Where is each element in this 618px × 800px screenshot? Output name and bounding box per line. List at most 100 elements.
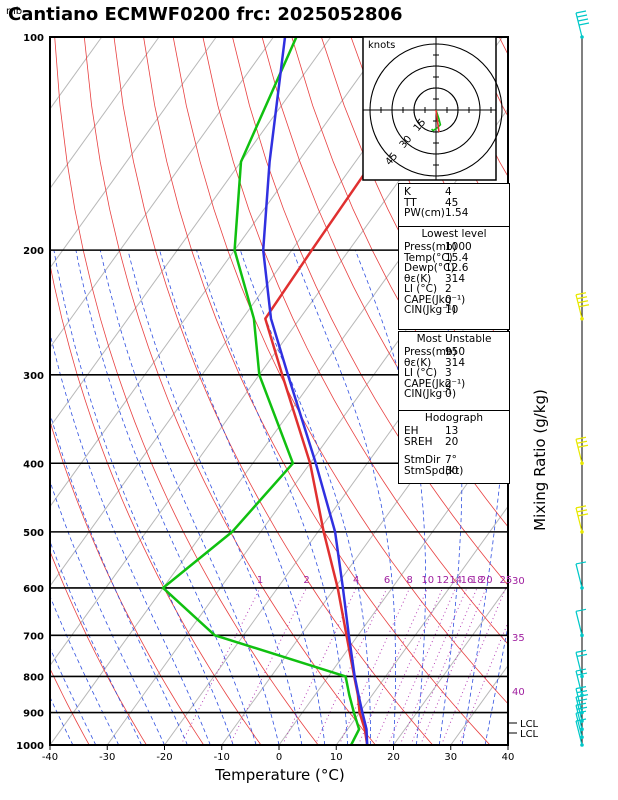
- mixing-ratio-label: 25: [500, 575, 513, 586]
- hodograph-stats-header: Hodograph: [424, 412, 484, 424]
- mixing-ratio-label: 1: [257, 575, 263, 586]
- moist-adiabat: [292, 249, 397, 745]
- lowest-level-row: CAPE(Jkg⁻¹) 0: [399, 294, 509, 306]
- wind-barb-flag: [577, 300, 589, 304]
- most-unstable-key: θε(K): [404, 356, 432, 369]
- lcl-label: LCL: [520, 719, 539, 730]
- lowest-level-key: Dewp(°C): [404, 262, 455, 274]
- hodograph-storm-vector: [435, 109, 440, 133]
- dry-adiabat-label: 35: [512, 633, 525, 644]
- dry-adiabat-label: 30: [512, 576, 525, 587]
- lcl-label: LCL: [520, 729, 539, 740]
- moist-adiabat: [159, 249, 326, 745]
- mixing-ratio-label: 8: [407, 575, 413, 586]
- isotherm: [565, 37, 618, 745]
- hodograph-stat-value: 13: [445, 425, 459, 437]
- tt-index-label: TT: [404, 196, 417, 209]
- lowest-level-panel: Lowest level Press(mb) 1000 Temp(°C) 15.4 De…: [398, 226, 510, 330]
- axis-ticks: LCLLCL1002003004005006007008009001000-40…: [16, 33, 538, 763]
- lowest-level-header: Lowest level: [421, 228, 487, 240]
- hodograph-stat-row: SREH 20: [399, 435, 509, 448]
- moist-adiabat: [50, 696, 74, 745]
- isotherm: [50, 37, 446, 587]
- mixing-ratio-line: [229, 587, 307, 745]
- profile-lines: [161, 37, 458, 745]
- dry-adiabat: [588, 37, 618, 745]
- most-unstable-row: CAPE(Jkg⁻¹) 2: [399, 377, 509, 390]
- dry-adiabat: [50, 262, 262, 745]
- dry-adiabat: [83, 37, 376, 745]
- mixing-ratio-label: 20: [480, 575, 493, 586]
- hodograph-frame: [362, 36, 497, 181]
- x-axis-label: Temperature (°C): [214, 766, 344, 784]
- mixing-ratio-label: 2: [303, 575, 309, 586]
- isotherm: [106, 187, 508, 745]
- dry-adiabat-label: 40: [512, 687, 525, 698]
- wind-barb-flag: [575, 505, 587, 509]
- hodograph-stats-panel: Hodograph EH 13 SREH 20 StmDir 7° StmSpd(kt) 30: [398, 410, 510, 484]
- wind-barb-flag: [575, 649, 587, 653]
- wind-barb-staff: [575, 720, 583, 746]
- moist-adiabat: [50, 412, 188, 745]
- dry-adiabat: [559, 37, 618, 745]
- hodograph-unit-label: knots: [368, 40, 395, 51]
- isotherm: [50, 37, 160, 190]
- isotherm: [50, 37, 274, 349]
- wind-barb-flag: [576, 653, 588, 657]
- lowest-level-key: CIN(Jkg⁻¹): [404, 304, 457, 316]
- y-tick-label: 400: [23, 459, 44, 470]
- lowest-level-key: Temp(°C): [404, 251, 453, 264]
- moist-adiabat: [484, 624, 508, 745]
- most-unstable-key: CAPE(Jkg⁻¹): [404, 377, 466, 390]
- lowest-level-row: CIN(Jkg⁻¹) 10: [399, 305, 509, 316]
- most-unstable-value: 2: [445, 377, 452, 390]
- dry-adiabat: [232, 37, 508, 586]
- dry-adiabat: [50, 420, 205, 745]
- hodograph-stat-value: 20: [445, 435, 459, 448]
- lowest-level-key: Press(mb): [404, 241, 457, 253]
- lowest-level-row: LI (°C) 2: [399, 284, 509, 295]
- wind-barb-flag: [578, 304, 590, 308]
- isotherm: [335, 505, 508, 745]
- most-unstable-row: LI (°C) 3: [399, 368, 509, 379]
- isotherm: [50, 37, 217, 269]
- dry-adiabat: [50, 550, 147, 745]
- dry-adiabat: [113, 37, 434, 745]
- y-tick-label: 300: [23, 371, 44, 382]
- most-unstable-row: CIN(Jkg⁻¹) 0: [399, 389, 509, 400]
- most-unstable-row: Press(mb) 950: [399, 347, 509, 358]
- mixing-ratio-label: 14: [449, 575, 462, 586]
- moist-adiabat: [461, 250, 507, 745]
- hodograph-stat-key: SREH: [404, 435, 433, 448]
- mixing-ratio-line: [420, 587, 487, 745]
- series-temperature: [264, 37, 458, 745]
- moist-adiabat: [50, 647, 97, 745]
- mixing-ratio-label: 18: [471, 575, 484, 586]
- lowest-level-value: 1000: [445, 241, 472, 253]
- x-tick-label: -10: [214, 752, 230, 763]
- wind-barb-flag: [575, 686, 587, 690]
- tt-index-value: 45: [445, 196, 459, 209]
- lowest-level-value: 12.6: [445, 262, 469, 274]
- moist-adiabat: [239, 249, 372, 745]
- most-unstable-value: 3: [445, 367, 452, 379]
- wind-barb-flag: [575, 561, 587, 565]
- isotherm: [393, 585, 508, 745]
- wind-barb-flag: [576, 690, 588, 694]
- lowest-level-value: 314: [445, 272, 466, 285]
- background-lines: [50, 37, 618, 745]
- dry-adiabat: [54, 37, 319, 745]
- lowest-level-row: Temp(°C) 15.4: [399, 251, 509, 264]
- wind-barb-flag: [578, 22, 590, 26]
- dry-adiabat: [202, 37, 508, 645]
- moist-adiabat: [50, 540, 142, 745]
- hodograph-stat-row: StmSpd(kt) 30: [399, 464, 509, 477]
- wind-barb-flag: [576, 14, 588, 18]
- hodograph-stat-value: 30: [445, 464, 459, 477]
- lowest-level-row: Press(mb) 1000: [399, 242, 509, 253]
- lowest-level-row: θε(K) 314: [399, 272, 509, 285]
- most-unstable-row: θε(K) 314: [399, 356, 509, 369]
